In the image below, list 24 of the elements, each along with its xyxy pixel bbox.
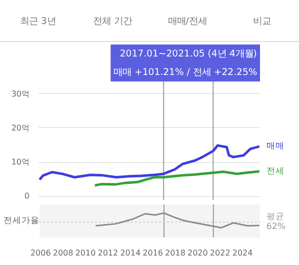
series-label: 매매 — [266, 141, 284, 152]
y-tick-label: 20억 — [11, 124, 30, 132]
y-tick-label: 0 — [24, 192, 30, 200]
y-tick-label: 30억 — [11, 89, 30, 98]
series-label: 전세 — [266, 166, 284, 176]
x-tick-label: 2014 — [120, 248, 141, 258]
x-tick-label: 2008 — [52, 248, 74, 258]
ref-line-label: 평균 62% — [266, 212, 286, 232]
x-tick-label: 2016 — [142, 248, 163, 258]
text: 매매/전세 — [168, 16, 207, 27]
x-tick-label: 2006 — [30, 248, 51, 258]
x-tick-label: 2020 — [188, 248, 208, 258]
text: 비교 — [253, 16, 272, 27]
text: 매매 +101.21% / 전세 +22.25% — [114, 66, 258, 78]
text: 2017.01~2021.05 (4년 4개월) — [120, 48, 257, 60]
x-tick-label: 2018 — [165, 248, 186, 258]
x-tick-label: 2022 — [210, 248, 230, 258]
y-axis-title: 전세가율 — [4, 216, 40, 226]
x-tick-label: 2024 — [232, 248, 253, 258]
text: 최근 3년 — [20, 16, 56, 27]
y-tick-label: 10억 — [11, 158, 30, 167]
x-tick-label: 2012 — [98, 248, 118, 258]
text: 전체 기간 — [93, 16, 132, 27]
x-tick-label: 2010 — [75, 248, 96, 258]
